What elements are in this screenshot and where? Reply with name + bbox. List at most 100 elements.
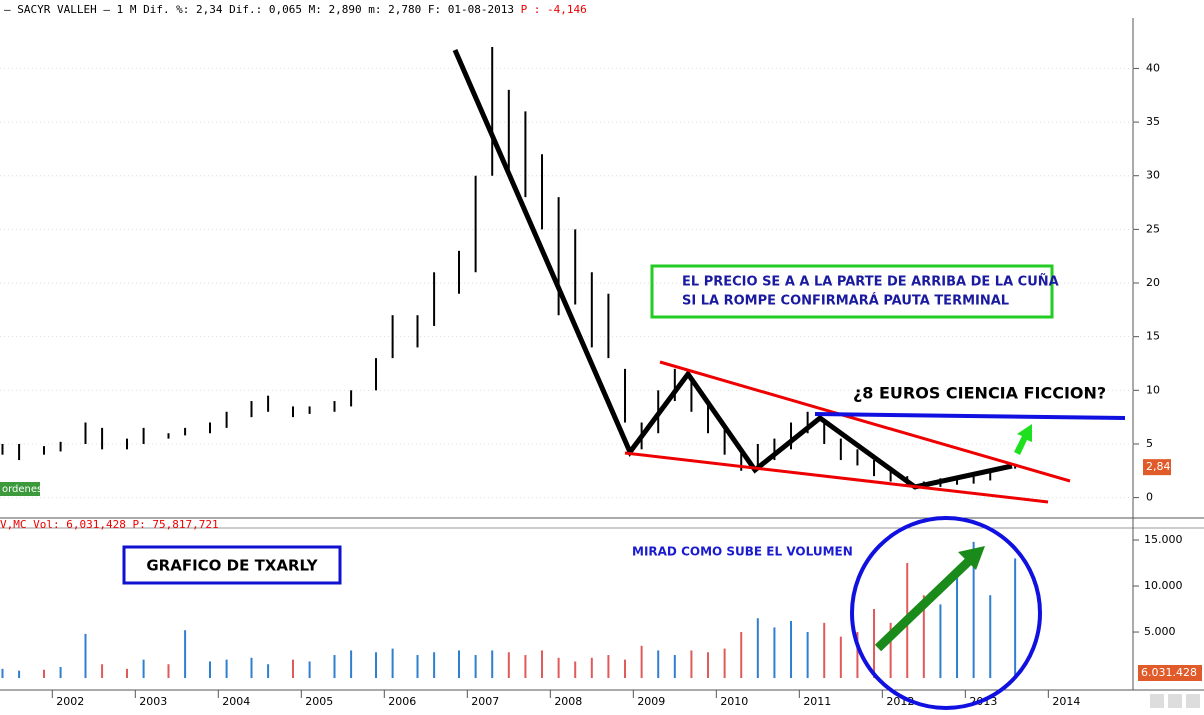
- y-tick-label: 25: [1146, 222, 1160, 235]
- volume-bar: [557, 657, 560, 679]
- volume-bar: [956, 576, 959, 679]
- volume-bar: [723, 648, 726, 679]
- volume-bar: [1014, 558, 1017, 679]
- volume-bar: [690, 650, 693, 679]
- y-tick-label: 0: [1146, 491, 1153, 504]
- volume-bar: [184, 630, 187, 679]
- x-tick-label: 2014: [1052, 695, 1080, 708]
- header-change: P : -4,146: [521, 3, 587, 16]
- y-tick-label: 10: [1146, 383, 1160, 396]
- volume-bar: [167, 664, 170, 679]
- x-tick-label: 2006: [388, 695, 416, 708]
- volume-subtitle: P: 75,817,721: [132, 518, 218, 531]
- x-tick-label: 2010: [720, 695, 748, 708]
- volume-bar: [208, 661, 211, 679]
- volume-bar: [806, 632, 809, 679]
- x-tick-label: 2002: [56, 695, 84, 708]
- last-volume-label: 6.031.428: [1141, 666, 1197, 679]
- icon[interactable]: [1186, 694, 1200, 708]
- wedge-top: [659, 360, 1071, 483]
- x-tick-label: 2005: [305, 695, 333, 708]
- volume-bar: [856, 632, 859, 679]
- volume-bar: [873, 609, 876, 679]
- header-bar: [0, 0, 1204, 18]
- volume-bar: [101, 664, 104, 679]
- up-arrow: [1014, 424, 1032, 455]
- volume-bar: [673, 655, 676, 679]
- volume-bar: [607, 655, 610, 679]
- volume-bar: [574, 661, 577, 679]
- volume-bar: [375, 652, 378, 679]
- volume-bar: [1, 668, 4, 679]
- volume-bar: [590, 657, 593, 679]
- note-box: [650, 264, 1054, 319]
- x-tick-label: 2007: [471, 695, 499, 708]
- volume-bar: [225, 659, 228, 679]
- author-text: GRAFICO DE TXARLY: [146, 557, 318, 575]
- volume-bar: [458, 650, 461, 679]
- last-price-box: [1143, 459, 1171, 476]
- header: – SACYR VALLEH – 1 M Dif. %: 2,34 Dif.: …: [4, 3, 587, 16]
- icon[interactable]: [1168, 694, 1182, 708]
- target-line: [814, 412, 1126, 420]
- volume-circle: [850, 516, 1042, 710]
- volume-bar: [491, 650, 494, 679]
- icon[interactable]: [1150, 694, 1164, 708]
- volume-bar: [756, 618, 759, 679]
- x-tick-label: 2009: [637, 695, 665, 708]
- volume-bar: [707, 652, 710, 679]
- volume-bar: [640, 645, 643, 679]
- tag-box: [0, 482, 40, 496]
- volume-bar: [773, 627, 776, 679]
- y-tick-label: 30: [1146, 169, 1160, 182]
- y-tick-label: 15: [1146, 330, 1160, 343]
- volume-bar: [42, 669, 45, 679]
- y-tick-label: 5.000: [1144, 625, 1176, 638]
- last-price-label: 2,84: [1146, 460, 1171, 473]
- wedge-bottom: [624, 451, 1049, 504]
- header-title: – SACYR VALLEH – 1 M Dif. %: 2,34 Dif.: …: [4, 3, 514, 16]
- volume-bar: [507, 652, 510, 679]
- author-box: [122, 545, 342, 585]
- volume-bar: [308, 661, 311, 679]
- volume-bar: [84, 633, 87, 679]
- volume-bar: [740, 632, 743, 679]
- volume-bar: [624, 659, 627, 679]
- volume-bar: [657, 650, 660, 679]
- volume-arrow: [874, 556, 974, 652]
- x-tick-label: 2004: [222, 695, 250, 708]
- volume-bar: [524, 655, 527, 679]
- volume-header: V,MC Vol: 6,031,428 P: 75,817,721: [0, 518, 219, 531]
- volume-bar: [125, 668, 128, 679]
- volume-bar: [433, 652, 436, 679]
- volume-bar: [142, 659, 145, 679]
- y-tick-label: 40: [1146, 61, 1160, 74]
- y-tick-label: 20: [1146, 276, 1160, 289]
- volume-bar: [541, 650, 544, 679]
- volume-bar: [939, 604, 942, 679]
- volume-bar: [839, 636, 842, 679]
- volume-bar: [790, 620, 793, 679]
- volume-note: MIRAD COMO SUBE EL VOLUMEN: [632, 545, 853, 559]
- volume-title: V,MC Vol: 6,031,428: [0, 518, 126, 531]
- volume-bar: [922, 595, 925, 679]
- tag: ordenes: [2, 484, 42, 495]
- y-tick-label: 15.000: [1144, 533, 1183, 546]
- y-tick-label: 10.000: [1144, 579, 1183, 592]
- volume-bar: [350, 650, 353, 679]
- question-text: ¿8 EUROS CIENCIA FICCION?: [853, 384, 1106, 403]
- y-tick-label: 35: [1146, 115, 1160, 128]
- volume-bar: [18, 670, 21, 679]
- volume-bar: [474, 655, 477, 679]
- x-tick-label: 2011: [803, 695, 831, 708]
- volume-bar: [59, 666, 62, 679]
- note-text: SI LA ROMPE CONFIRMARÁ PAUTA TERMINAL: [682, 293, 1009, 309]
- x-tick-label: 2003: [139, 695, 167, 708]
- volume-bar: [333, 655, 336, 679]
- volume-bar: [391, 648, 394, 679]
- volume-bar: [292, 659, 295, 679]
- volume-bar: [972, 541, 975, 679]
- volume-bar: [889, 622, 892, 679]
